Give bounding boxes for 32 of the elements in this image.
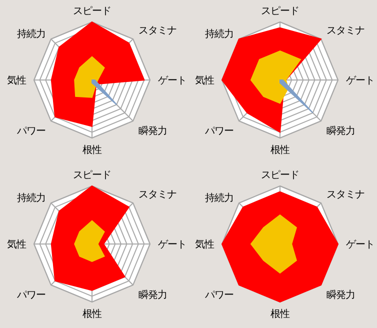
spoke-label: 瞬発力: [138, 124, 168, 137]
spoke-label: パワー: [16, 126, 46, 137]
spoke-label: ゲート: [158, 240, 186, 251]
spoke-label: パワー: [204, 126, 234, 137]
spoke-label: 根性: [82, 308, 102, 320]
spoke-label: ゲート: [346, 240, 374, 251]
spoke-label: 気性: [195, 74, 214, 87]
spoke-label: 気性: [7, 238, 26, 251]
spoke-label: 持続力: [204, 192, 234, 204]
spoke-label: スピード: [73, 6, 111, 17]
spoke-label: スピード: [261, 6, 299, 17]
spoke-label: 根性: [270, 144, 290, 156]
spoke-label: 根性: [270, 308, 290, 320]
spoke-label: 根性: [82, 144, 102, 156]
spoke-label: 瞬発力: [326, 288, 356, 301]
spoke-label: 瞬発力: [138, 288, 168, 301]
spoke-label: パワー: [204, 290, 234, 301]
spoke-label: スピード: [73, 170, 111, 181]
spoke-label: 気性: [7, 74, 26, 87]
spoke-label: スタミナ: [138, 189, 178, 200]
spoke-label: スタミナ: [138, 25, 178, 36]
spoke-label: 気性: [195, 238, 214, 251]
spoke-label: 持続力: [204, 28, 234, 40]
spoke-label: スピード: [261, 170, 299, 181]
spoke-label: 持続力: [16, 192, 46, 204]
spoke-label: ゲート: [158, 76, 186, 87]
spoke-label: スタミナ: [326, 189, 366, 200]
spoke-label: 持続力: [16, 28, 46, 40]
spoke-label: ゲート: [346, 76, 374, 87]
spoke-label: スタミナ: [326, 25, 366, 36]
spoke-label: パワー: [16, 290, 46, 301]
spoke-label: 瞬発力: [326, 124, 356, 137]
